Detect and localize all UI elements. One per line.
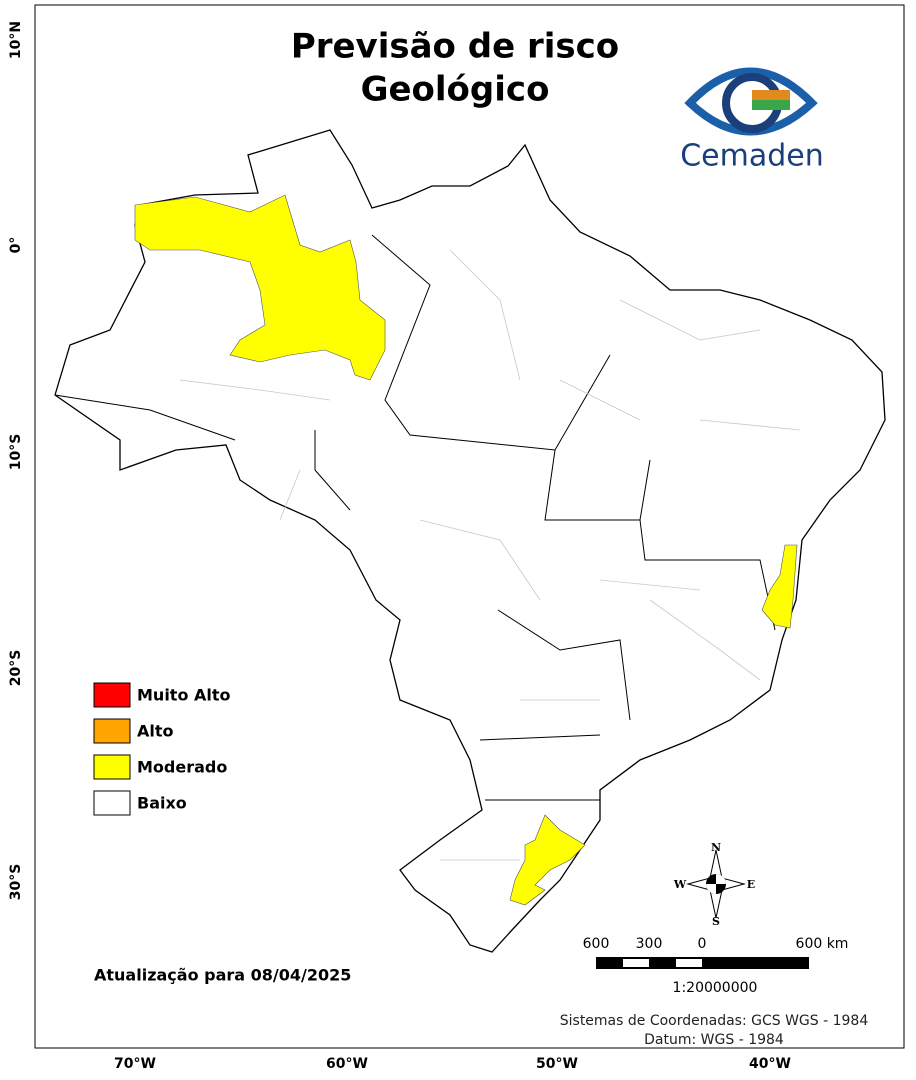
longitude-label: 40°W [749, 1056, 791, 1072]
legend-label: Moderado [137, 758, 227, 777]
legend-label: Baixo [137, 794, 187, 813]
latitude-label: 30°S [8, 864, 24, 901]
logo-text: Cemaden [680, 139, 824, 174]
credit-line: Datum: WGS - 1984 [644, 1032, 784, 1048]
credit-line: Sistemas de Coordenadas: GCS WGS - 1984 [560, 1013, 869, 1029]
update-date: Atualização para 08/04/2025 [94, 966, 351, 985]
longitude-label: 60°W [326, 1056, 368, 1072]
compass-rose [686, 849, 746, 919]
moderado-area-espirito-santo [761, 544, 798, 629]
compass-letter: W [673, 878, 687, 891]
latitude-label: 0° [8, 237, 24, 254]
latitude-label: 10°S [8, 434, 24, 471]
cemaden-logo: Cemaden [680, 67, 824, 174]
latitude-label: 20°S [8, 650, 24, 687]
legend-label: Muito Alto [137, 686, 231, 705]
scale-ratio: 1:20000000 [673, 980, 758, 996]
legend-swatch [93, 790, 131, 816]
scale-bar [596, 957, 809, 969]
scale-label: 600 km [796, 936, 849, 952]
compass-letter: E [747, 878, 755, 891]
compass-letter: S [712, 915, 720, 928]
scale-label: 0 [698, 936, 707, 952]
moderado-area-amazonas [134, 194, 386, 381]
scale-label: 600 [583, 936, 610, 952]
scale-label: 300 [636, 936, 663, 952]
latitude-label: 10°N [8, 21, 24, 59]
region-borders [179, 249, 801, 861]
state-borders [54, 234, 776, 801]
legend-swatch [93, 754, 131, 780]
compass-letter: N [711, 841, 721, 854]
longitude-label: 50°W [536, 1056, 578, 1072]
map-title: Geológico [361, 70, 550, 110]
legend-swatch [93, 682, 131, 708]
legend-swatch [93, 718, 131, 744]
moderado-area-south [509, 814, 586, 906]
legend-label: Alto [137, 722, 174, 741]
longitude-label: 70°W [114, 1056, 156, 1072]
map-title: Previsão de risco [291, 27, 619, 67]
